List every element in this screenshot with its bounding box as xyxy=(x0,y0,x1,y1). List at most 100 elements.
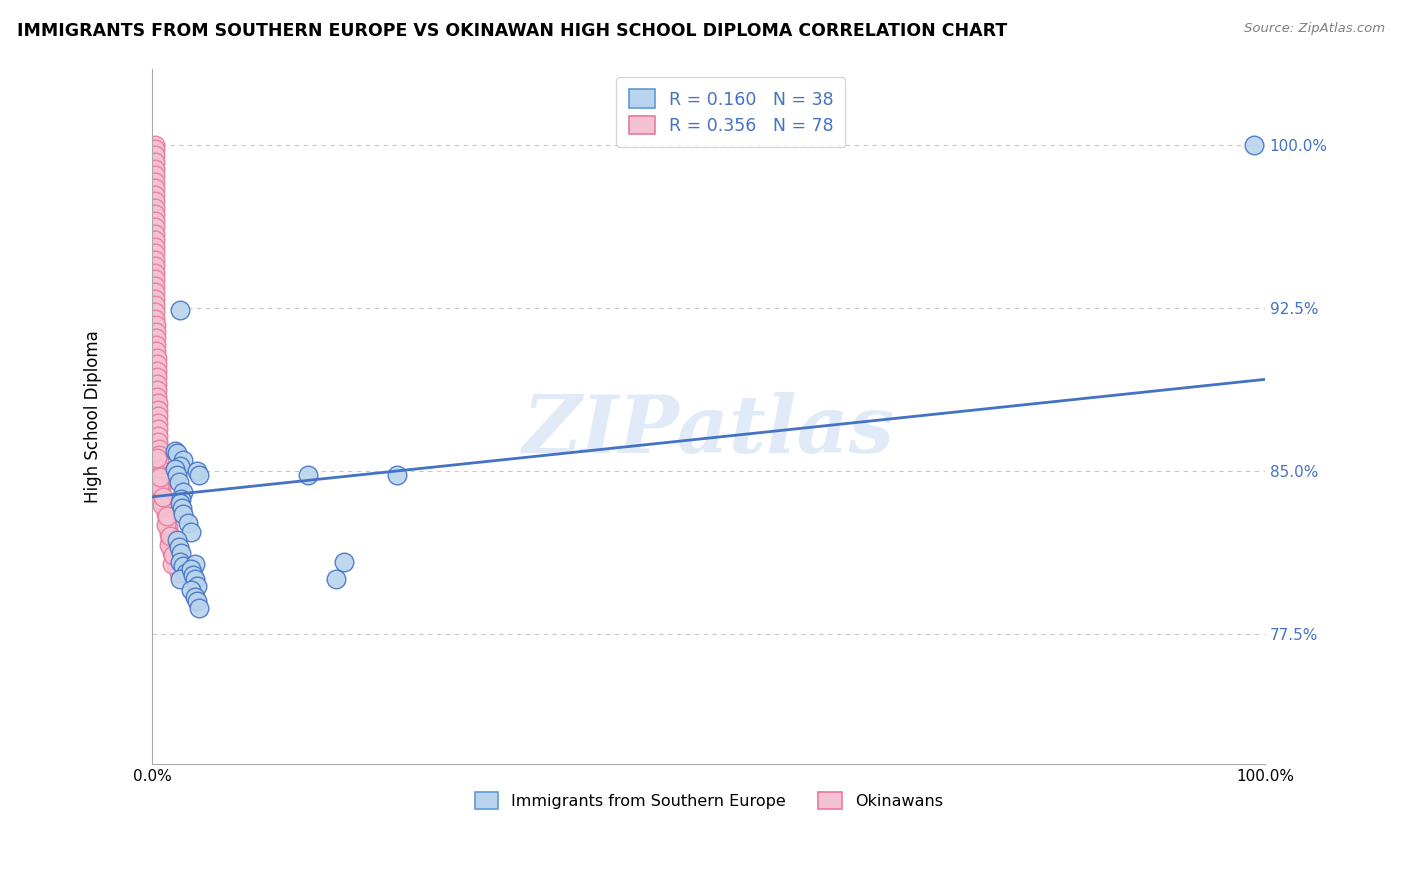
Point xyxy=(146,435,169,450)
Text: ZIPatlas: ZIPatlas xyxy=(523,392,894,469)
Point xyxy=(172,500,194,515)
Point xyxy=(1243,137,1265,152)
Point xyxy=(146,402,169,417)
Point xyxy=(152,490,174,504)
Point xyxy=(180,583,202,598)
Point xyxy=(143,155,166,169)
Point xyxy=(173,452,195,467)
Point xyxy=(162,557,184,571)
Point xyxy=(188,468,211,483)
Point xyxy=(148,442,170,456)
Point xyxy=(145,325,167,339)
Point xyxy=(143,252,166,267)
Point xyxy=(146,422,169,436)
Point xyxy=(156,520,179,534)
Point xyxy=(166,533,188,548)
Point xyxy=(146,376,169,391)
Point xyxy=(146,384,169,398)
Point xyxy=(166,559,188,574)
Point xyxy=(149,470,172,484)
Point xyxy=(160,540,183,554)
Point xyxy=(146,450,169,465)
Point xyxy=(148,479,170,493)
Point xyxy=(169,555,191,569)
Point xyxy=(162,549,184,563)
Legend: Immigrants from Southern Europe, Okinawans: Immigrants from Southern Europe, Okinawa… xyxy=(468,786,949,815)
Point xyxy=(169,496,191,510)
Point xyxy=(150,499,173,513)
Point xyxy=(325,573,347,587)
Point xyxy=(157,526,180,541)
Point xyxy=(297,468,319,483)
Point xyxy=(149,468,172,483)
Point xyxy=(173,507,195,521)
Text: IMMIGRANTS FROM SOUTHERN EUROPE VS OKINAWAN HIGH SCHOOL DIPLOMA CORRELATION CHAR: IMMIGRANTS FROM SOUTHERN EUROPE VS OKINA… xyxy=(17,22,1007,40)
Point xyxy=(150,487,173,501)
Point xyxy=(143,279,166,293)
Point xyxy=(143,142,166,156)
Point xyxy=(143,207,166,221)
Point xyxy=(174,566,197,580)
Point xyxy=(173,485,195,500)
Point xyxy=(146,364,169,378)
Point xyxy=(143,213,166,227)
Point xyxy=(159,533,181,548)
Point xyxy=(183,557,205,571)
Point xyxy=(170,491,193,506)
Point xyxy=(143,233,166,247)
Point xyxy=(146,351,169,365)
Point xyxy=(145,337,167,351)
Point xyxy=(167,540,190,554)
Point xyxy=(143,298,166,312)
Point xyxy=(146,409,169,424)
Point xyxy=(146,357,169,371)
Point xyxy=(143,246,166,260)
Point xyxy=(143,227,166,241)
Point xyxy=(146,416,169,430)
Point xyxy=(173,559,195,574)
Point xyxy=(186,594,208,608)
Point xyxy=(150,475,173,489)
Point xyxy=(155,507,177,521)
Point xyxy=(145,318,167,332)
Point xyxy=(183,573,205,587)
Point xyxy=(143,137,166,152)
Y-axis label: High School Diploma: High School Diploma xyxy=(84,330,103,503)
Point xyxy=(143,148,166,162)
Point xyxy=(152,494,174,508)
Point xyxy=(148,455,170,469)
Point xyxy=(143,161,166,176)
Point xyxy=(188,600,211,615)
Point xyxy=(183,590,205,604)
Point xyxy=(169,302,191,317)
Point xyxy=(143,266,166,280)
Point xyxy=(153,500,176,515)
Point xyxy=(143,181,166,195)
Point xyxy=(162,546,184,560)
Point xyxy=(170,546,193,560)
Point xyxy=(163,461,186,475)
Point xyxy=(167,566,190,580)
Point xyxy=(332,555,354,569)
Point xyxy=(143,168,166,182)
Point xyxy=(148,449,170,463)
Point xyxy=(146,396,169,410)
Point xyxy=(143,175,166,189)
Point xyxy=(146,390,169,404)
Point xyxy=(145,331,167,345)
Point xyxy=(149,461,172,475)
Point xyxy=(159,529,181,543)
Point xyxy=(143,272,166,286)
Point xyxy=(186,579,208,593)
Point xyxy=(143,311,166,326)
Point xyxy=(143,194,166,208)
Point xyxy=(143,260,166,274)
Point xyxy=(385,468,408,483)
Point xyxy=(166,468,188,483)
Point xyxy=(146,370,169,384)
Point xyxy=(150,481,173,495)
Text: Source: ZipAtlas.com: Source: ZipAtlas.com xyxy=(1244,22,1385,36)
Point xyxy=(156,509,179,524)
Point xyxy=(167,475,190,489)
Point xyxy=(143,292,166,306)
